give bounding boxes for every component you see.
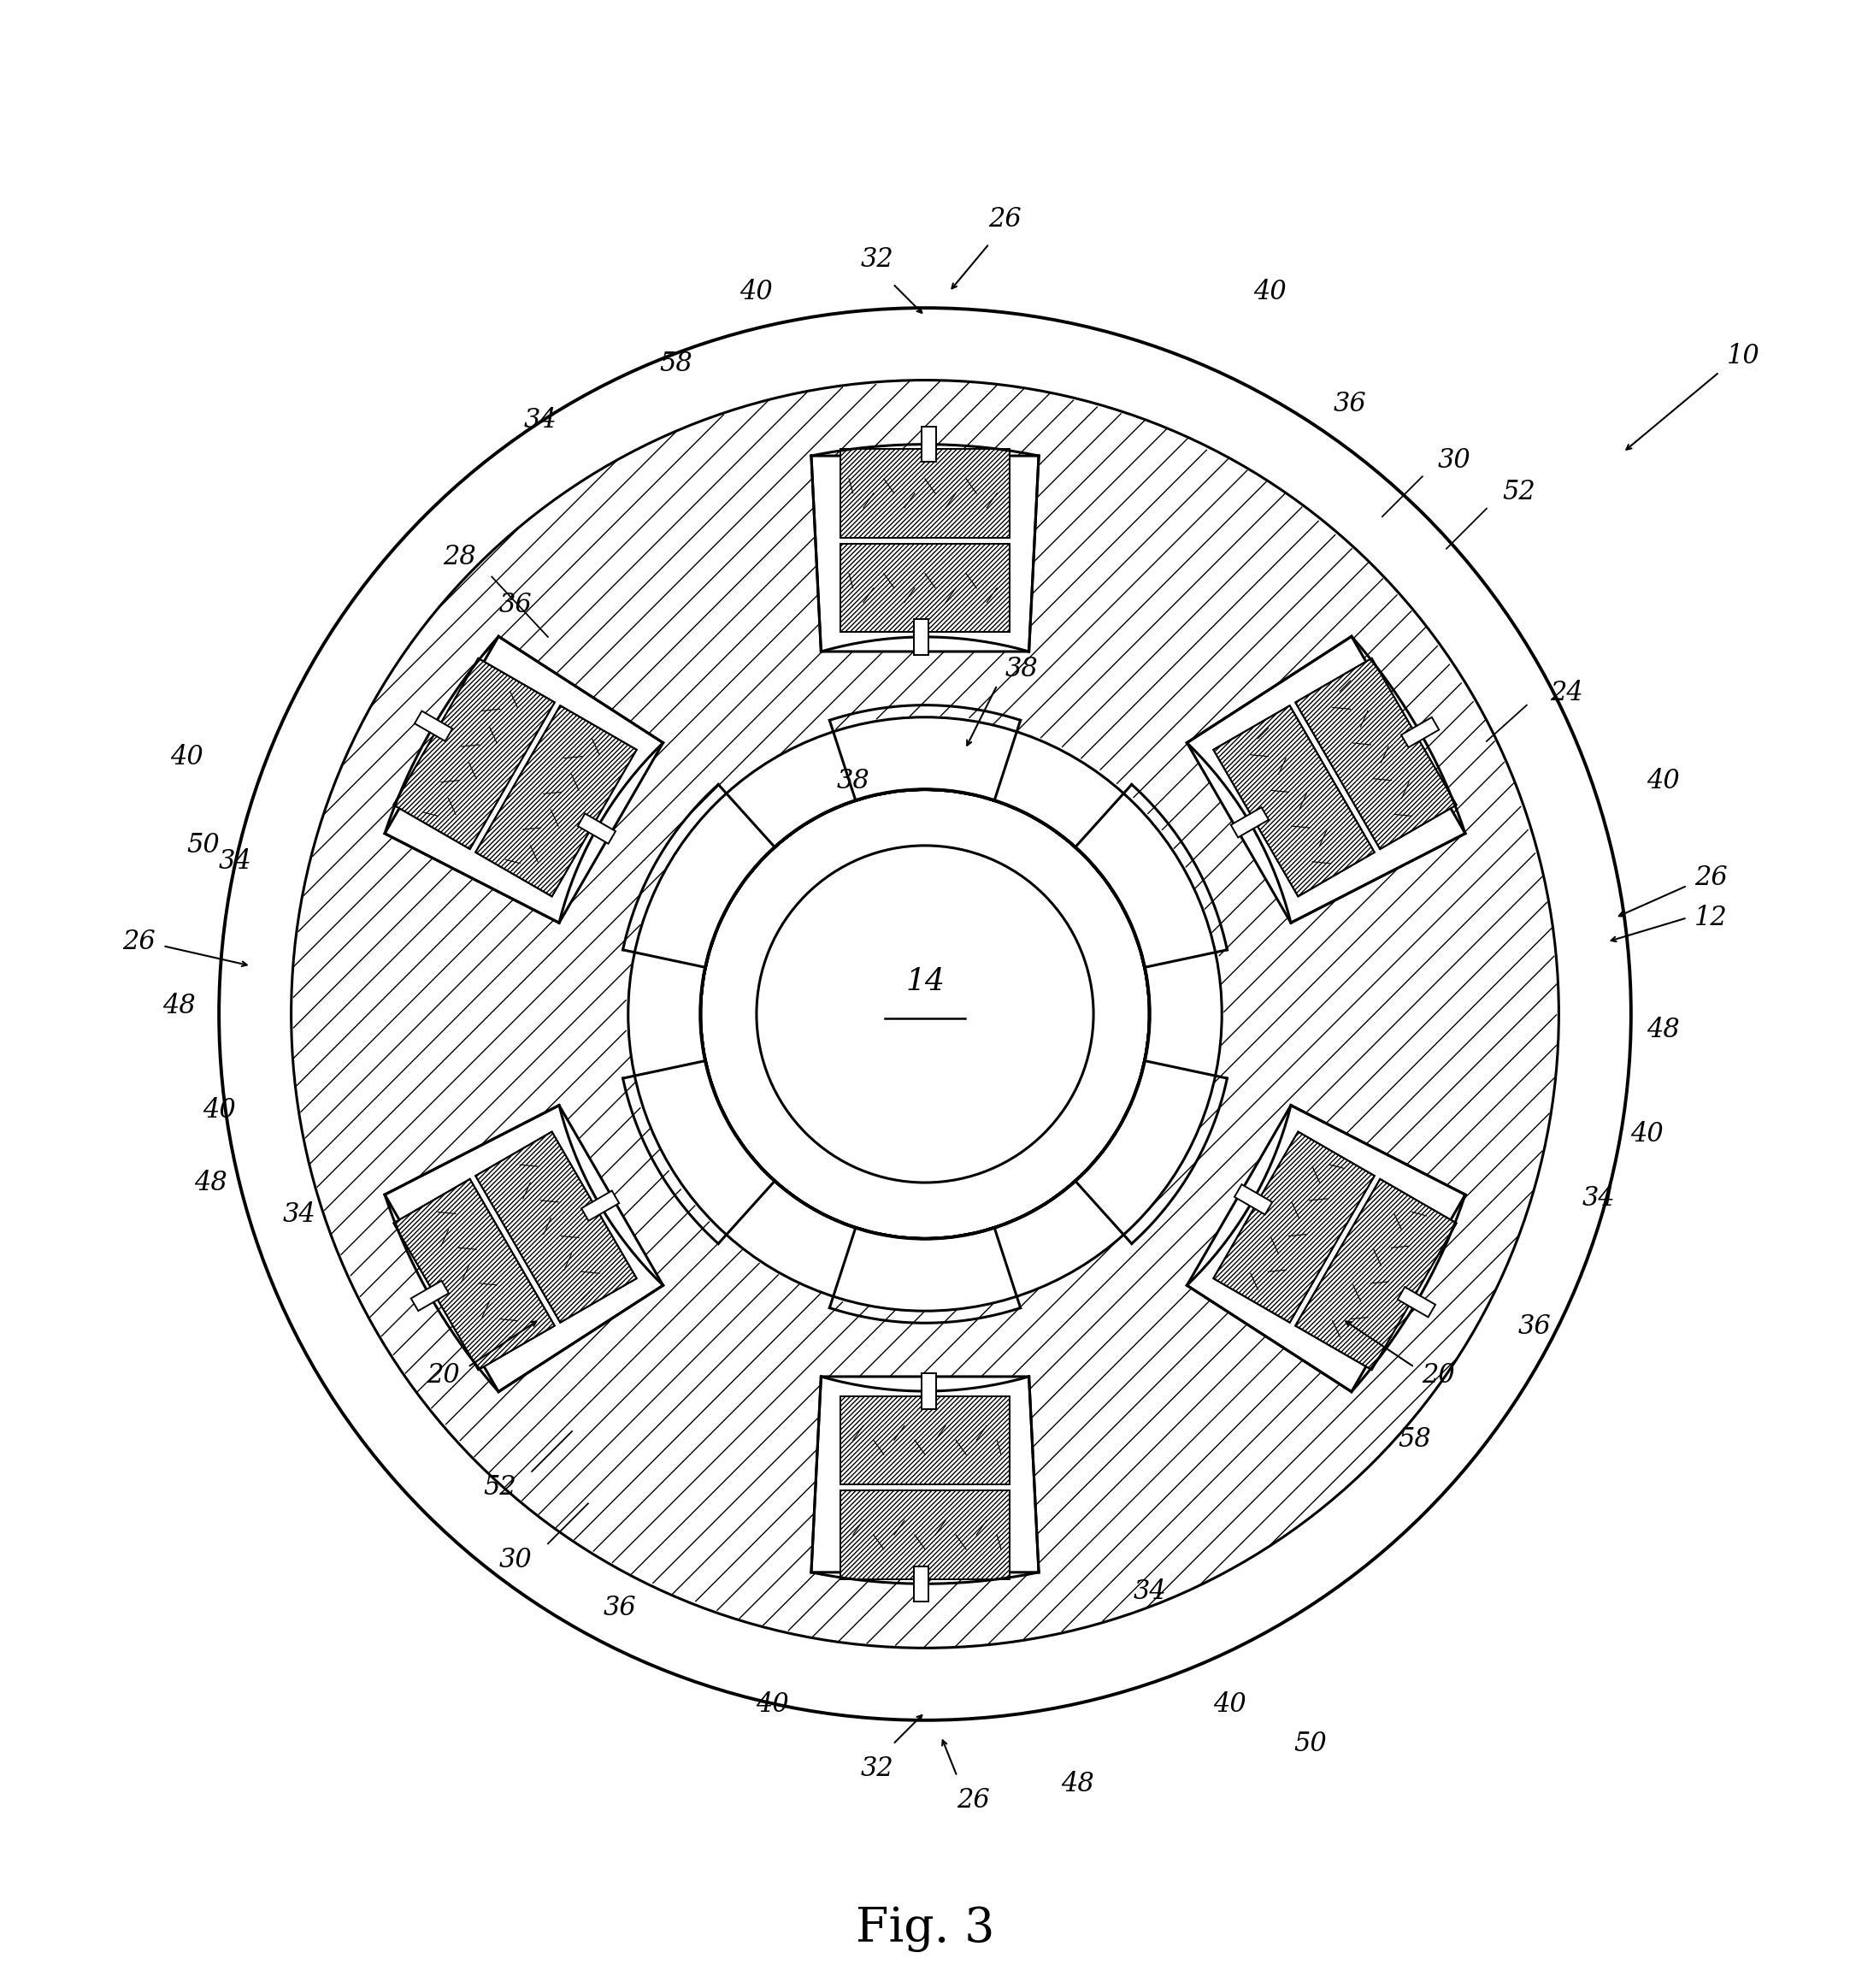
Text: 20: 20 <box>427 1362 461 1388</box>
Text: Fig. 3: Fig. 3 <box>855 1905 995 1952</box>
Text: 34: 34 <box>1582 1185 1615 1213</box>
Polygon shape <box>577 813 616 843</box>
Polygon shape <box>1295 1179 1456 1370</box>
Polygon shape <box>1397 1286 1436 1318</box>
Polygon shape <box>1188 1105 1465 1392</box>
Text: 52: 52 <box>483 1475 516 1501</box>
Text: 32: 32 <box>860 247 894 272</box>
Text: 48: 48 <box>1060 1771 1093 1797</box>
Text: 40: 40 <box>1630 1121 1663 1147</box>
Polygon shape <box>1400 718 1439 747</box>
Polygon shape <box>1188 636 1465 922</box>
Polygon shape <box>840 449 1010 537</box>
Text: 36: 36 <box>1334 392 1367 417</box>
Polygon shape <box>840 1396 1010 1485</box>
Circle shape <box>701 789 1149 1239</box>
Polygon shape <box>1214 706 1375 897</box>
Text: 40: 40 <box>757 1692 790 1718</box>
Text: 50: 50 <box>1293 1732 1326 1757</box>
Text: 52: 52 <box>1502 479 1536 505</box>
Text: 34: 34 <box>283 1201 316 1229</box>
Text: 40: 40 <box>740 278 773 304</box>
Text: 36: 36 <box>603 1594 636 1620</box>
Text: 26: 26 <box>956 1787 990 1813</box>
Text: 40: 40 <box>1647 767 1680 795</box>
Polygon shape <box>385 1105 662 1392</box>
Polygon shape <box>921 427 936 461</box>
Polygon shape <box>581 1191 620 1221</box>
Polygon shape <box>840 1491 1010 1578</box>
Polygon shape <box>475 706 636 897</box>
Polygon shape <box>840 545 1010 632</box>
Text: 50: 50 <box>187 833 220 859</box>
Text: 26: 26 <box>122 928 155 954</box>
Text: 36: 36 <box>1519 1314 1552 1340</box>
Text: 34: 34 <box>218 849 252 875</box>
Text: 30: 30 <box>1437 447 1471 473</box>
Polygon shape <box>812 455 1038 652</box>
Polygon shape <box>1234 1185 1273 1215</box>
Polygon shape <box>1230 807 1269 837</box>
Polygon shape <box>914 1567 929 1602</box>
Text: 48: 48 <box>163 992 196 1020</box>
Polygon shape <box>385 636 662 922</box>
Polygon shape <box>394 1179 555 1370</box>
Circle shape <box>757 845 1093 1183</box>
Polygon shape <box>1214 1131 1375 1322</box>
Text: 38: 38 <box>836 767 870 795</box>
Text: 48: 48 <box>1647 1016 1680 1044</box>
Text: 40: 40 <box>1254 278 1286 304</box>
Polygon shape <box>411 1280 450 1310</box>
Text: 28: 28 <box>444 543 475 571</box>
Polygon shape <box>414 712 453 742</box>
Text: 48: 48 <box>194 1169 228 1197</box>
Text: 14: 14 <box>905 968 945 996</box>
Text: 38: 38 <box>1005 656 1038 682</box>
Polygon shape <box>914 620 929 654</box>
Text: 26: 26 <box>1695 865 1728 891</box>
Text: 32: 32 <box>860 1755 894 1781</box>
Text: 40: 40 <box>202 1097 235 1123</box>
Text: 34: 34 <box>1132 1578 1166 1604</box>
Text: 40: 40 <box>1214 1692 1247 1718</box>
Polygon shape <box>475 1131 636 1322</box>
Polygon shape <box>394 658 555 849</box>
Text: 30: 30 <box>500 1547 533 1573</box>
Text: 10: 10 <box>1726 342 1759 370</box>
Text: 12: 12 <box>1695 905 1728 930</box>
Text: 20: 20 <box>1423 1362 1454 1388</box>
Text: 34: 34 <box>524 408 557 433</box>
Polygon shape <box>921 1374 936 1409</box>
Text: 58: 58 <box>660 350 694 378</box>
Text: 24: 24 <box>1550 680 1584 706</box>
Text: 26: 26 <box>988 207 1021 233</box>
Polygon shape <box>1295 658 1456 849</box>
Text: 36: 36 <box>500 592 533 618</box>
Polygon shape <box>812 1376 1038 1573</box>
Text: 40: 40 <box>170 744 204 771</box>
Text: 58: 58 <box>1399 1425 1430 1453</box>
